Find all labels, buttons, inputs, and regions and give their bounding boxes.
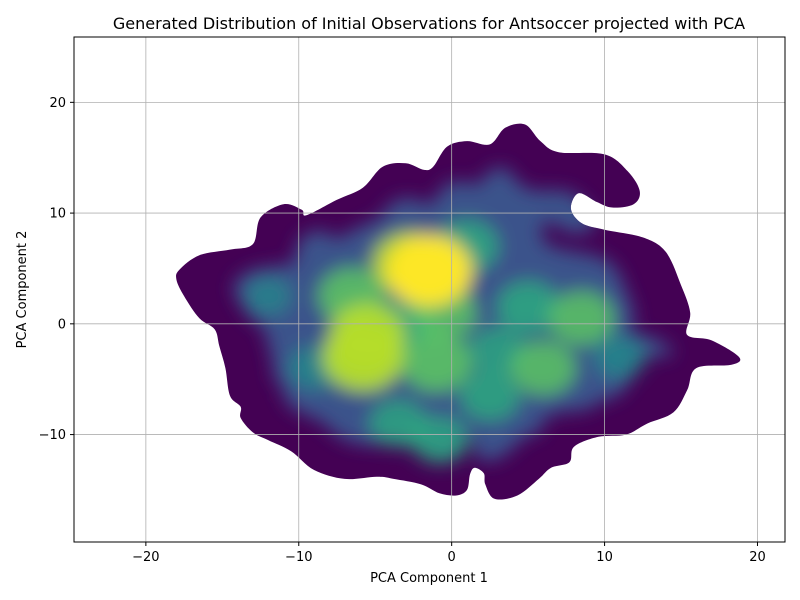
grid-lines: [74, 37, 785, 542]
density-peak: [496, 281, 560, 334]
y-tick-label: 20: [49, 96, 66, 111]
plot-frame: [73, 36, 786, 543]
density-peak: [385, 234, 472, 307]
x-tick-label: −10: [285, 550, 312, 565]
density-peak: [593, 335, 646, 379]
density-peak: [410, 416, 469, 464]
density-interior: [233, 167, 674, 464]
chart-title: Generated Distribution of Initial Observ…: [113, 14, 745, 33]
y-axis-ticks: −10 0 10 20: [39, 96, 74, 443]
y-tick-label: 10: [49, 207, 66, 222]
x-axis-ticks: −20 −10 0 10 20: [132, 542, 766, 565]
x-tick-label: 20: [749, 550, 766, 565]
x-axis-label: PCA Component 1: [370, 571, 488, 586]
density-peak: [510, 340, 576, 396]
density-peak: [322, 323, 404, 391]
x-tick-label: 10: [596, 550, 613, 565]
y-tick-label: −10: [39, 428, 66, 443]
density-peak: [244, 276, 292, 316]
y-tick-label: 0: [58, 317, 66, 332]
x-tick-label: −20: [132, 550, 159, 565]
x-tick-label: 0: [448, 550, 456, 565]
density-layer: [176, 123, 741, 500]
y-axis-label: PCA Component 2: [15, 231, 30, 349]
density-peak: [549, 291, 615, 346]
density-peak: [401, 333, 472, 392]
density-peak: [459, 370, 520, 421]
